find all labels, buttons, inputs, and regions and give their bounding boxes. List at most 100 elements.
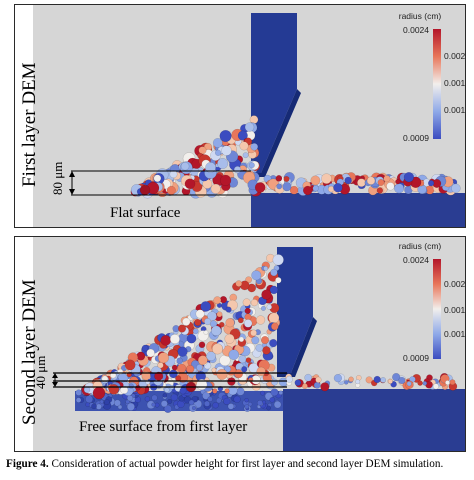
figure-caption: Figure 4. Consideration of actual powder…	[6, 458, 472, 470]
height-arrow-head-up	[69, 171, 75, 177]
powder-particle	[275, 175, 283, 182]
colorbar-min-label: 0.0009	[403, 133, 429, 143]
powder-particle	[198, 146, 207, 155]
powder-particle	[221, 145, 232, 156]
powder-particle	[422, 380, 428, 386]
powder-particle	[180, 161, 190, 171]
powder-particle	[276, 183, 283, 190]
powder-particle	[177, 324, 186, 333]
powder-particle	[124, 359, 136, 371]
colorbar-tick-label: 0.001275	[444, 105, 465, 115]
powder-particle	[357, 178, 366, 187]
powder-particle	[333, 374, 343, 383]
caption-text: Consideration of actual powder height fo…	[51, 458, 444, 470]
powder-particle	[95, 403, 102, 410]
powder-particle	[333, 182, 343, 193]
powder-particle	[169, 170, 178, 179]
powder-particle	[380, 377, 386, 383]
powder-particle	[207, 396, 213, 402]
powder-particle	[428, 180, 435, 187]
first-layer-side-label: First layer DEM	[19, 62, 40, 187]
powder-particle	[167, 398, 173, 404]
powder-particle	[403, 172, 415, 183]
powder-particle	[175, 375, 182, 382]
powder-particle	[233, 166, 242, 174]
powder-particle	[251, 336, 260, 345]
powder-particle	[266, 405, 272, 411]
powder-particle	[260, 390, 266, 396]
substrate-block	[283, 389, 465, 451]
powder-particle	[75, 389, 82, 396]
powder-particle	[235, 280, 243, 287]
powder-particle	[104, 399, 110, 406]
powder-particle	[348, 376, 354, 383]
surface-label: Free surface from first layer	[79, 419, 247, 435]
powder-particle	[250, 142, 259, 151]
powder-particle	[275, 277, 282, 284]
powder-particle	[304, 373, 313, 382]
colorbar-tick-label: 0.00165	[444, 78, 465, 88]
recoater-blade-edge	[277, 317, 317, 377]
second-layer-simulation: 40 μm Free surface from first layer radi…	[33, 237, 465, 451]
powder-particle	[177, 346, 188, 357]
powder-particle	[365, 376, 373, 384]
powder-particle	[224, 388, 230, 394]
powder-particle	[198, 341, 206, 349]
powder-particle	[169, 333, 180, 344]
powder-particle	[451, 183, 461, 194]
powder-particle	[210, 325, 222, 337]
powder-particle	[166, 185, 176, 195]
powder-particle	[211, 343, 223, 355]
powder-particle	[99, 399, 104, 404]
powder-particle	[245, 357, 252, 363]
powder-particle	[224, 365, 232, 373]
powder-particle	[270, 268, 278, 277]
powder-particle	[261, 289, 272, 300]
powder-particle	[243, 319, 253, 328]
powder-particle	[120, 385, 129, 394]
powder-particle	[204, 318, 212, 326]
powder-particle	[108, 383, 120, 395]
powder-particle	[269, 396, 276, 403]
height-label: 40 μm	[33, 356, 48, 389]
powder-particle	[388, 379, 393, 384]
powder-particle	[244, 404, 250, 410]
powder-particle	[239, 141, 249, 151]
powder-particle	[377, 179, 385, 186]
colorbar	[433, 29, 441, 139]
powder-particle	[157, 362, 164, 369]
powder-particle	[157, 352, 169, 364]
powder-particle	[256, 399, 263, 406]
powder-particle	[251, 270, 262, 281]
powder-particle	[238, 336, 245, 343]
powder-particle	[233, 395, 241, 403]
powder-particles	[130, 115, 461, 199]
powder-particle	[244, 307, 251, 315]
powder-particle	[373, 375, 381, 384]
powder-particle	[110, 372, 117, 379]
height-arrow-head-down	[69, 189, 75, 195]
caption-label: Figure 4.	[6, 458, 49, 470]
powder-particle	[163, 404, 172, 413]
recoater-blade	[277, 247, 313, 373]
powder-particle	[220, 174, 232, 187]
powder-particle	[160, 400, 168, 408]
powder-particle	[207, 311, 217, 321]
powder-particle	[238, 355, 247, 364]
powder-particle	[256, 315, 266, 325]
powder-particle	[398, 376, 406, 385]
powder-particle	[417, 380, 423, 386]
powder-particle	[271, 378, 278, 386]
powder-particle	[272, 254, 284, 266]
colorbar-max-label: 0.0024	[403, 255, 429, 265]
powder-particle	[383, 175, 391, 183]
powder-particle	[237, 130, 248, 141]
powder-particle	[217, 157, 229, 169]
powder-particle	[219, 129, 232, 142]
powder-particle	[206, 351, 216, 361]
powder-particle	[262, 346, 271, 355]
second-layer-side-label: Second layer DEM	[19, 279, 40, 425]
powder-particle	[263, 265, 269, 271]
powder-particle	[182, 317, 191, 326]
powder-particle	[250, 298, 259, 307]
